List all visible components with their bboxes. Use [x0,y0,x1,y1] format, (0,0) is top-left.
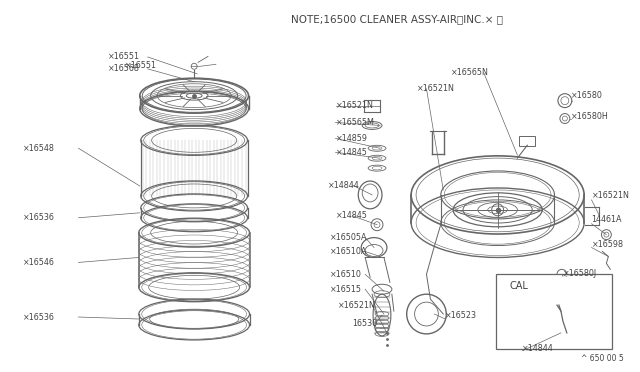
Text: ×16548: ×16548 [23,144,55,153]
Text: ×16551: ×16551 [108,52,140,61]
Text: ×16546: ×16546 [23,258,55,267]
Text: ×14844: ×14844 [328,180,360,189]
Text: ×16536: ×16536 [23,312,55,321]
Text: ×16521N: ×16521N [335,101,373,110]
Text: CAL: CAL [509,281,529,291]
Text: ×16568: ×16568 [108,64,140,73]
Text: ×14859: ×14859 [335,134,367,143]
Text: ^ 650 00 5: ^ 650 00 5 [581,354,624,363]
Text: ×16580H: ×16580H [571,112,609,121]
Text: ×16515: ×16515 [330,285,362,294]
Text: ×16580J: ×16580J [563,269,597,278]
Text: ×16521N: ×16521N [337,301,376,310]
Text: ×14845: ×14845 [335,211,367,220]
Bar [495,274,612,349]
Text: 14461A: 14461A [591,215,622,224]
Text: ×16523: ×16523 [445,311,477,320]
Text: ×16536: ×16536 [23,213,55,222]
Text: ×14844: ×14844 [522,344,554,353]
Text: ×16521N: ×16521N [417,84,454,93]
Text: ×16565N: ×16565N [451,68,489,77]
Text: ×16521N: ×16521N [591,192,629,201]
Text: ×16510: ×16510 [330,270,362,279]
Text: ×16551: ×16551 [125,61,157,70]
Text: NOTE;16500 CLEANER ASSY-AIR（INC.× ）: NOTE;16500 CLEANER ASSY-AIR（INC.× ） [291,14,503,24]
Bar [520,136,535,146]
Text: ×16505A: ×16505A [330,233,367,242]
Text: ×16565M: ×16565M [335,118,374,127]
Text: 16530: 16530 [353,320,378,328]
Text: ×14845: ×14845 [335,148,367,157]
Text: ×16510A: ×16510A [330,247,367,256]
Text: ×16580: ×16580 [571,91,603,100]
Text: ×16598: ×16598 [591,240,623,249]
